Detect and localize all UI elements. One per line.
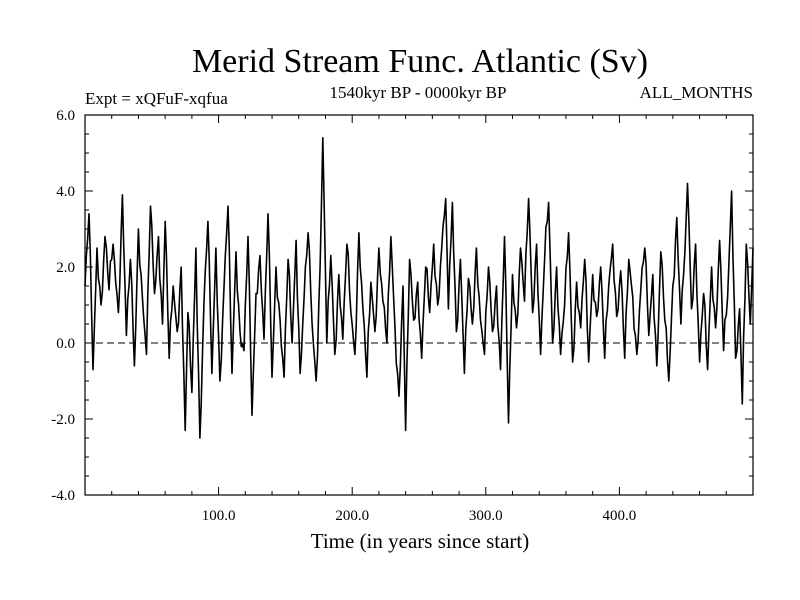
y-tick-label: 4.0	[56, 184, 75, 200]
x-tick-label: 400.0	[603, 508, 637, 524]
time-range-label: 1540kyr BP - 0000kyr BP	[330, 83, 507, 102]
y-tick-label: -4.0	[51, 488, 75, 504]
plot-frame	[84, 114, 754, 496]
x-tick-label: 300.0	[469, 508, 503, 524]
experiment-label: Expt = xQFuF-xqfua	[85, 89, 228, 108]
y-tick-label: -2.0	[51, 412, 75, 428]
y-tick-label: 2.0	[56, 260, 75, 276]
x-tick-label: 100.0	[202, 508, 236, 524]
x-tick-label: 200.0	[335, 508, 369, 524]
plot-area: -4.0 -2.0 0.0 2.0 4.0 6.0 100.0 200.0 300.0 400.0	[51, 108, 754, 524]
y-tick-label: 6.0	[56, 108, 75, 124]
months-label: ALL_MONTHS	[640, 83, 753, 102]
x-axis-label: Time (in years since start)	[311, 529, 530, 553]
data-series-line	[84, 137, 754, 439]
chart-title: Merid Stream Func. Atlantic (Sv)	[192, 43, 648, 80]
y-tick-label: 0.0	[56, 336, 75, 352]
